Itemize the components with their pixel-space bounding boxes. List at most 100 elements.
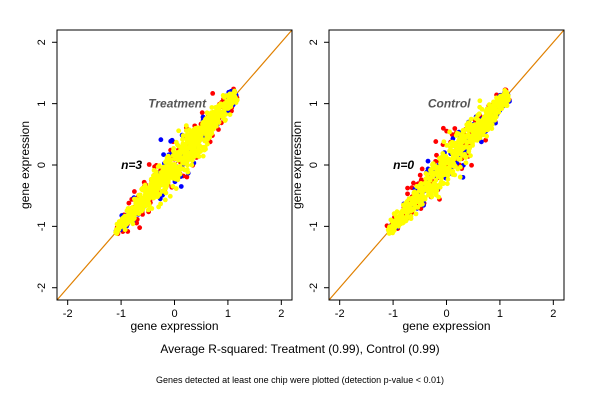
data-point bbox=[419, 190, 425, 196]
data-point bbox=[213, 108, 219, 114]
data-point bbox=[463, 160, 469, 166]
data-point bbox=[400, 202, 406, 208]
data-point bbox=[217, 105, 222, 111]
data-point bbox=[460, 137, 466, 143]
x-axis-label: gene expression bbox=[402, 319, 490, 333]
detection-note: Genes detected at least one chip were pl… bbox=[156, 375, 444, 385]
data-point bbox=[452, 152, 458, 158]
data-point bbox=[419, 166, 425, 172]
y-axis-label: gene expression bbox=[290, 121, 304, 209]
data-point bbox=[225, 106, 231, 111]
data-point bbox=[452, 172, 458, 178]
data-point bbox=[188, 132, 194, 138]
x-tick-label: -1 bbox=[116, 308, 126, 320]
data-point bbox=[198, 126, 204, 132]
data-point bbox=[167, 193, 173, 199]
data-point bbox=[391, 211, 397, 217]
data-point bbox=[183, 141, 189, 147]
data-point bbox=[133, 208, 138, 214]
data-point bbox=[229, 96, 234, 101]
data-point bbox=[161, 183, 166, 188]
data-point bbox=[470, 140, 475, 146]
data-point bbox=[192, 132, 198, 138]
data-point bbox=[457, 174, 463, 180]
data-point bbox=[142, 200, 148, 205]
data-point bbox=[184, 167, 190, 173]
data-point bbox=[174, 152, 180, 158]
data-point bbox=[214, 118, 219, 124]
plot-area bbox=[329, 30, 564, 300]
data-point bbox=[197, 143, 203, 148]
data-point bbox=[410, 207, 416, 213]
data-point bbox=[181, 161, 187, 166]
data-point bbox=[178, 144, 184, 150]
data-point bbox=[189, 138, 194, 143]
data-point bbox=[221, 109, 227, 115]
data-point bbox=[157, 183, 163, 189]
data-point bbox=[440, 181, 446, 187]
data-point bbox=[463, 155, 469, 161]
data-point bbox=[164, 157, 170, 163]
data-point bbox=[184, 174, 190, 180]
data-point bbox=[140, 187, 145, 193]
data-point bbox=[227, 112, 233, 117]
data-points bbox=[113, 86, 240, 237]
data-point bbox=[468, 153, 473, 159]
data-point bbox=[487, 115, 493, 121]
data-point bbox=[125, 220, 130, 226]
data-point bbox=[431, 180, 437, 186]
data-point bbox=[487, 102, 493, 108]
data-point bbox=[210, 90, 216, 96]
data-points bbox=[384, 87, 512, 236]
y-tick-label: 0 bbox=[36, 162, 48, 168]
data-point bbox=[131, 189, 137, 194]
data-point bbox=[167, 169, 172, 175]
data-point bbox=[497, 101, 503, 107]
x-tick-label: -2 bbox=[335, 308, 345, 320]
data-point bbox=[481, 118, 487, 124]
data-point bbox=[471, 129, 477, 134]
x-axis: -2 -1 0 1 2 bbox=[63, 300, 284, 320]
data-point bbox=[192, 125, 198, 131]
data-point bbox=[431, 171, 437, 177]
data-point bbox=[161, 152, 166, 158]
data-point bbox=[201, 122, 206, 128]
data-point bbox=[418, 183, 424, 189]
data-point bbox=[152, 180, 158, 186]
data-point bbox=[425, 158, 431, 164]
data-point bbox=[412, 192, 418, 198]
data-point bbox=[399, 213, 405, 219]
data-point bbox=[200, 153, 206, 159]
data-point bbox=[191, 142, 197, 148]
data-point bbox=[459, 131, 465, 137]
data-point bbox=[156, 163, 162, 169]
x-tick-label: 0 bbox=[171, 308, 177, 320]
data-point bbox=[472, 122, 478, 128]
data-point bbox=[204, 110, 210, 116]
x-tick-label: 1 bbox=[225, 308, 231, 320]
data-point bbox=[134, 201, 140, 206]
data-point bbox=[199, 110, 205, 116]
data-point bbox=[496, 109, 502, 115]
x-tick-label: 1 bbox=[497, 308, 503, 320]
data-point bbox=[394, 218, 399, 223]
data-point bbox=[438, 161, 443, 167]
data-point bbox=[119, 223, 125, 229]
data-point bbox=[423, 171, 429, 176]
data-point bbox=[438, 176, 444, 182]
data-point bbox=[124, 216, 129, 221]
data-point bbox=[445, 169, 451, 175]
data-point bbox=[196, 154, 202, 159]
data-point bbox=[177, 171, 183, 177]
data-point bbox=[187, 150, 193, 156]
data-point bbox=[466, 146, 472, 152]
y-tick-label: -1 bbox=[36, 221, 48, 231]
data-point bbox=[229, 108, 234, 114]
x-tick-label: 0 bbox=[443, 308, 449, 320]
data-point bbox=[130, 221, 136, 227]
data-point bbox=[451, 163, 457, 169]
data-point bbox=[417, 172, 423, 178]
data-point bbox=[154, 188, 160, 194]
data-point bbox=[213, 104, 219, 110]
